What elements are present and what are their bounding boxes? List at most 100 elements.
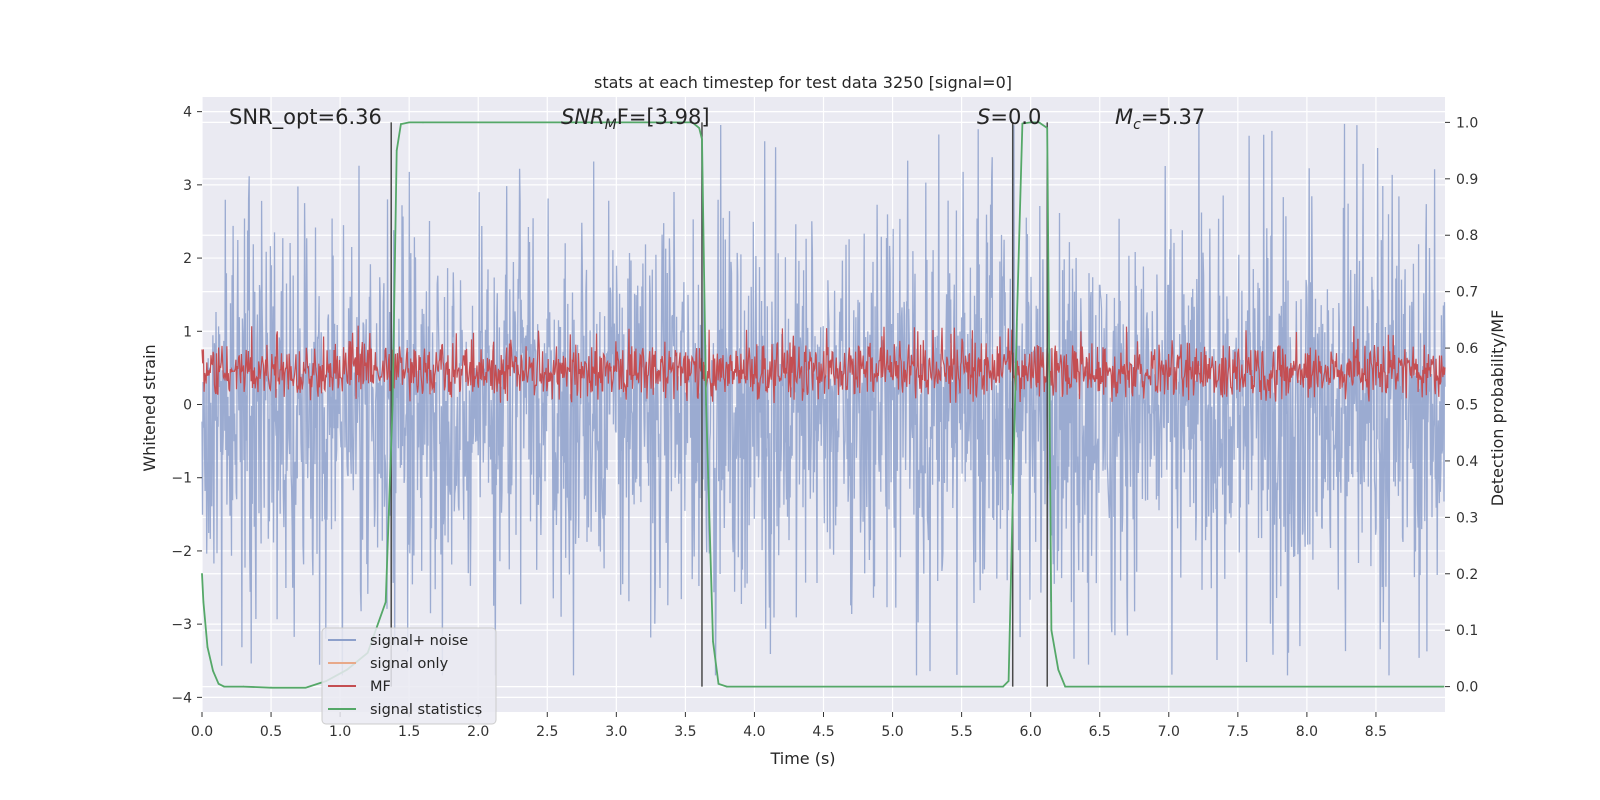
x-tick-label: 7.5 — [1227, 724, 1249, 740]
y2-tick-label: 0.7 — [1456, 285, 1478, 301]
signal-statistics-point — [422, 121, 424, 124]
x-tick-label: 2.0 — [467, 724, 489, 740]
y2-tick-label: 0.6 — [1456, 341, 1478, 357]
signal-statistics-point — [202, 601, 205, 603]
y-tick-label: −3 — [171, 617, 192, 633]
y2-tick-label: 0.3 — [1456, 510, 1478, 526]
signal-statistics-point — [242, 685, 245, 688]
y-tick-label: −1 — [171, 471, 192, 487]
mc-main: M — [1115, 105, 1133, 129]
right-axis-ticks: 1.0 0.9 0.8 0.7 0.6 0.5 0.4 0.3 0.2 0.1 0.0 — [1445, 115, 1478, 696]
s-rest: =0.0 — [990, 105, 1041, 129]
snr-mf-rest: F=[3.98] — [617, 105, 710, 129]
x-tick-label: 0.0 — [191, 724, 213, 740]
signal-statistics-point — [384, 601, 387, 603]
signal-statistics-point — [717, 683, 720, 685]
snr-opt-annotation: SNR_opt=6.36 — [229, 105, 382, 130]
signal-statistics-point — [691, 121, 694, 124]
y-axis-label: Whitened strain — [140, 344, 159, 471]
x-axis-label: Time (s) — [769, 749, 835, 768]
signal-statistics-point — [726, 685, 728, 688]
legend-box — [321, 627, 497, 725]
x-axis-ticks: 0.0 0.5 1.0 1.5 2.0 2.5 3.0 3.5 4.0 4.5 5.0 5.5 6.0 6… — [191, 712, 1387, 740]
y-tick-label: 3 — [183, 178, 192, 194]
y-tick-label: 0 — [183, 398, 192, 414]
signal-statistics-point — [270, 686, 272, 689]
y-tick-label: 1 — [183, 324, 192, 340]
y2-tick-label: 0.8 — [1456, 228, 1478, 244]
signal-statistics-point — [701, 138, 703, 141]
signal-statistics-point — [304, 686, 307, 689]
legend: signal+ noise signal only MF signal stat… — [321, 627, 497, 725]
y-tick-label: 4 — [183, 105, 192, 121]
signal-statistics-point — [712, 640, 714, 643]
y2-tick-label: 0.0 — [1456, 680, 1478, 696]
snr-mf-annotation: SNRMF=[3.98] — [561, 105, 710, 133]
s-annotation: S=0.0 — [977, 105, 1041, 129]
left-axis-ticks: 4 3 2 1 0 −1 −2 −3 −4 — [171, 105, 202, 706]
signal-statistics-point — [1007, 680, 1010, 682]
signal-statistics-point — [1057, 668, 1060, 671]
y2-tick-label: 0.9 — [1456, 172, 1478, 188]
signal-statistics-point — [395, 149, 398, 152]
legend-label-signal-noise: signal+ noise — [370, 633, 468, 649]
signal-statistics-point — [1046, 127, 1048, 129]
y2-tick-label: 0.5 — [1456, 398, 1478, 414]
x-tick-label: 4.0 — [743, 724, 765, 740]
x-tick-label: 8.5 — [1365, 724, 1387, 740]
mc-sub: c — [1133, 117, 1141, 133]
chart-title: stats at each timestep for test data 325… — [594, 73, 1012, 92]
x-tick-label: 0.5 — [260, 724, 282, 740]
y2-tick-label: 0.2 — [1456, 567, 1478, 583]
signal-statistics-point — [217, 683, 220, 685]
y-tick-label: −2 — [171, 544, 192, 560]
x-tick-label: 6.0 — [1020, 724, 1042, 740]
signal-statistics-point — [1021, 122, 1024, 125]
y2-tick-label: 0.4 — [1456, 454, 1478, 470]
signal-statistics-point — [223, 685, 225, 688]
x-tick-label: 7.0 — [1158, 724, 1180, 740]
y-tick-label: −4 — [171, 690, 192, 706]
signal-statistics-point — [1442, 685, 1445, 688]
snr-mf-sub: M — [605, 117, 617, 133]
mc-rest: =5.37 — [1141, 105, 1205, 129]
x-tick-label: 6.5 — [1089, 724, 1111, 740]
signal-statistics-point — [1038, 121, 1040, 124]
signal-statistics-point — [1029, 121, 1032, 124]
x-tick-label: 2.5 — [536, 724, 558, 740]
signal-statistics-point — [206, 646, 209, 648]
legend-label-signal-statistics: signal statistics — [370, 702, 482, 718]
legend-label-signal-only: signal only — [370, 656, 449, 672]
x-tick-label: 5.5 — [950, 724, 972, 740]
signal-statistics-point — [201, 573, 203, 575]
x-tick-label: 1.5 — [398, 724, 420, 740]
signal-statistics-point — [400, 123, 402, 125]
x-tick-label: 3.5 — [674, 724, 696, 740]
mc-annotation: Mc=5.37 — [1115, 105, 1205, 133]
signal-statistics-point — [408, 121, 411, 124]
x-tick-label: 3.0 — [605, 724, 627, 740]
signal-statistics-point — [391, 403, 394, 406]
signal-statistics-point — [1050, 629, 1053, 631]
y2-tick-label: 1.0 — [1456, 115, 1478, 131]
signal-statistics-point — [1016, 319, 1018, 321]
x-tick-label: 5.0 — [881, 724, 903, 740]
signal-statistics-point — [615, 121, 618, 124]
x-tick-label: 8.0 — [1296, 724, 1318, 740]
signal-statistics-point — [1002, 685, 1004, 688]
y2-tick-label: 0.1 — [1456, 623, 1478, 639]
y-tick-label: 2 — [183, 251, 192, 267]
snr-mf-main: SNR — [561, 105, 605, 129]
signal-statistics-point — [1064, 685, 1066, 688]
mf-series — [201, 325, 1446, 404]
mf-line — [201, 325, 1446, 404]
y2-axis-label: Detection probability/MF — [1488, 310, 1507, 507]
signal-statistics-point — [212, 670, 214, 672]
signal-noise-line — [201, 119, 1446, 676]
x-tick-label: 4.5 — [812, 724, 834, 740]
x-tick-label: 1.0 — [329, 724, 351, 740]
signal-statistics-point — [698, 127, 700, 129]
signal-noise-series — [201, 119, 1446, 676]
legend-label-mf: MF — [370, 679, 391, 695]
